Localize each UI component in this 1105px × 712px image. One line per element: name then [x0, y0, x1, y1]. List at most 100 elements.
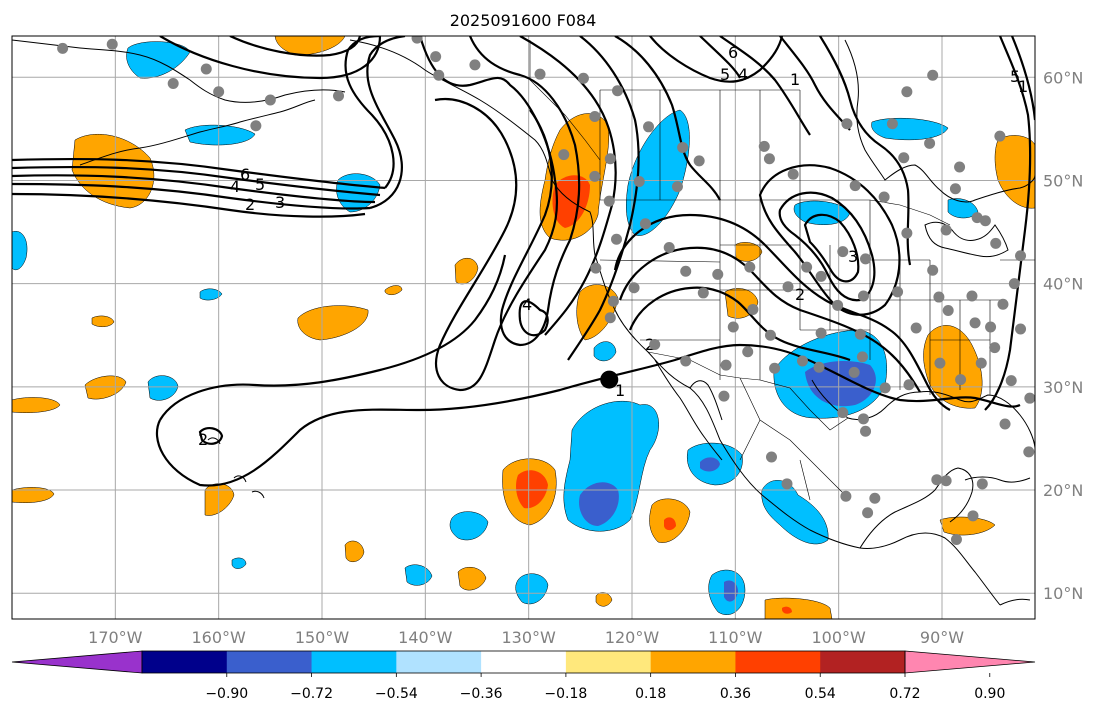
latitude-label: 40°N	[1043, 275, 1083, 294]
station-dot	[727, 321, 739, 333]
anomaly-positive-region	[764, 597, 833, 619]
anomaly-positive-region	[12, 487, 55, 503]
longitude-label: 100°W	[811, 628, 866, 647]
colorbar-tick-label: 0.36	[720, 686, 751, 702]
station-dot	[797, 355, 808, 367]
station-dot	[1008, 278, 1020, 290]
anomaly-positive-region	[516, 470, 548, 509]
map-panel: 6 5 4 3 2 4 2 1 2 3 2 5 4 6 1 5 1	[11, 35, 1036, 620]
anomaly-negative-region	[593, 341, 617, 362]
station-dot	[975, 357, 987, 369]
anomaly-negative-region	[449, 511, 489, 541]
station-dot	[213, 86, 225, 98]
station-dot	[950, 534, 962, 546]
station-dot	[680, 265, 692, 277]
contour-line	[567, 36, 640, 361]
station-dot	[250, 120, 262, 132]
contour-line	[12, 157, 386, 190]
coastline-gulf-of-mexico	[811, 379, 1035, 449]
station-dot	[1024, 392, 1035, 404]
colorbar-segment	[650, 651, 736, 673]
contour-label: 6	[240, 165, 250, 184]
contour-line	[229, 36, 362, 57]
station-dot	[589, 170, 601, 182]
contour-label: 4	[522, 295, 532, 314]
contour-label: 1	[615, 381, 625, 400]
contour-line	[719, 36, 811, 136]
anomaly-negative-region	[126, 41, 191, 79]
station-dot	[837, 246, 849, 258]
contour-line	[618, 246, 921, 393]
anomaly-positive-region	[923, 325, 983, 409]
station-dot	[967, 510, 979, 522]
longitude-label: 140°W	[398, 628, 453, 647]
anomaly-positive-region	[297, 305, 369, 341]
colorbar-extend-low	[11, 650, 143, 674]
contour-line	[613, 213, 951, 411]
contour-label: 6	[728, 43, 738, 62]
contour-label: 3	[275, 193, 285, 212]
station-dot	[854, 328, 866, 340]
station-dot	[693, 155, 705, 167]
anomaly-negative-region	[147, 375, 179, 401]
contour-line	[758, 164, 901, 316]
contour-line	[468, 36, 581, 347]
station-dot	[886, 118, 898, 130]
contour-line	[984, 36, 1032, 411]
station-dot	[744, 261, 756, 273]
colorbar-extend-high	[904, 650, 1036, 674]
station-dot	[590, 262, 602, 274]
station-dot	[558, 149, 570, 161]
coastline-alaska-west	[12, 39, 346, 103]
coastline-hawaii	[207, 437, 265, 499]
anomaly-negative-region	[199, 288, 223, 301]
contour-lines	[12, 36, 1035, 487]
station-dot	[898, 152, 910, 164]
station-dot	[57, 42, 69, 54]
contour-label: 4	[738, 65, 748, 84]
coastline-caribbean	[964, 476, 1031, 606]
colorbar-segment	[396, 651, 482, 673]
station-dot	[430, 51, 442, 63]
latitude-label: 20°N	[1043, 481, 1083, 500]
colorbar-segment	[226, 651, 313, 673]
station-dot	[862, 507, 874, 519]
station-dot	[837, 407, 849, 419]
station-dot	[990, 237, 1002, 249]
station-dot	[985, 321, 997, 333]
station-dot	[663, 242, 675, 254]
coastlines	[12, 39, 1035, 606]
colorbar-tick-label: −0.72	[290, 686, 333, 702]
anomaly-negative-region	[515, 573, 549, 605]
station-dot	[607, 295, 619, 307]
station-dot	[697, 287, 709, 299]
station-dot	[997, 298, 1009, 310]
contour-line	[819, 36, 912, 266]
anomaly-positive-region	[734, 242, 763, 262]
station-dot	[903, 379, 915, 391]
contour-label: 5	[255, 175, 265, 194]
map-frame	[11, 35, 1036, 620]
station-dot	[758, 140, 770, 152]
station-dot	[934, 357, 946, 369]
station-dot	[1015, 250, 1027, 262]
station-dot	[848, 366, 860, 378]
station-dot	[878, 191, 890, 203]
anomaly-positive-region	[576, 284, 619, 341]
station-dot	[1023, 446, 1035, 458]
coastline-hudson-bay	[844, 39, 1035, 203]
station-dot	[841, 118, 853, 130]
station-dot	[856, 351, 868, 363]
coastline-north-america	[349, 39, 1001, 606]
station-dot	[931, 474, 943, 486]
station-dot	[534, 68, 546, 80]
colorbar-tick-label: −0.18	[544, 686, 587, 702]
station-dot	[857, 413, 869, 425]
station-dot	[849, 180, 861, 192]
contour-line	[649, 36, 784, 83]
station-dot	[949, 183, 961, 195]
coastline-baja-california	[654, 359, 723, 461]
colorbar-segment	[565, 651, 652, 673]
station-dot	[969, 317, 981, 329]
colorbar-tick-label: 0.72	[889, 686, 920, 702]
